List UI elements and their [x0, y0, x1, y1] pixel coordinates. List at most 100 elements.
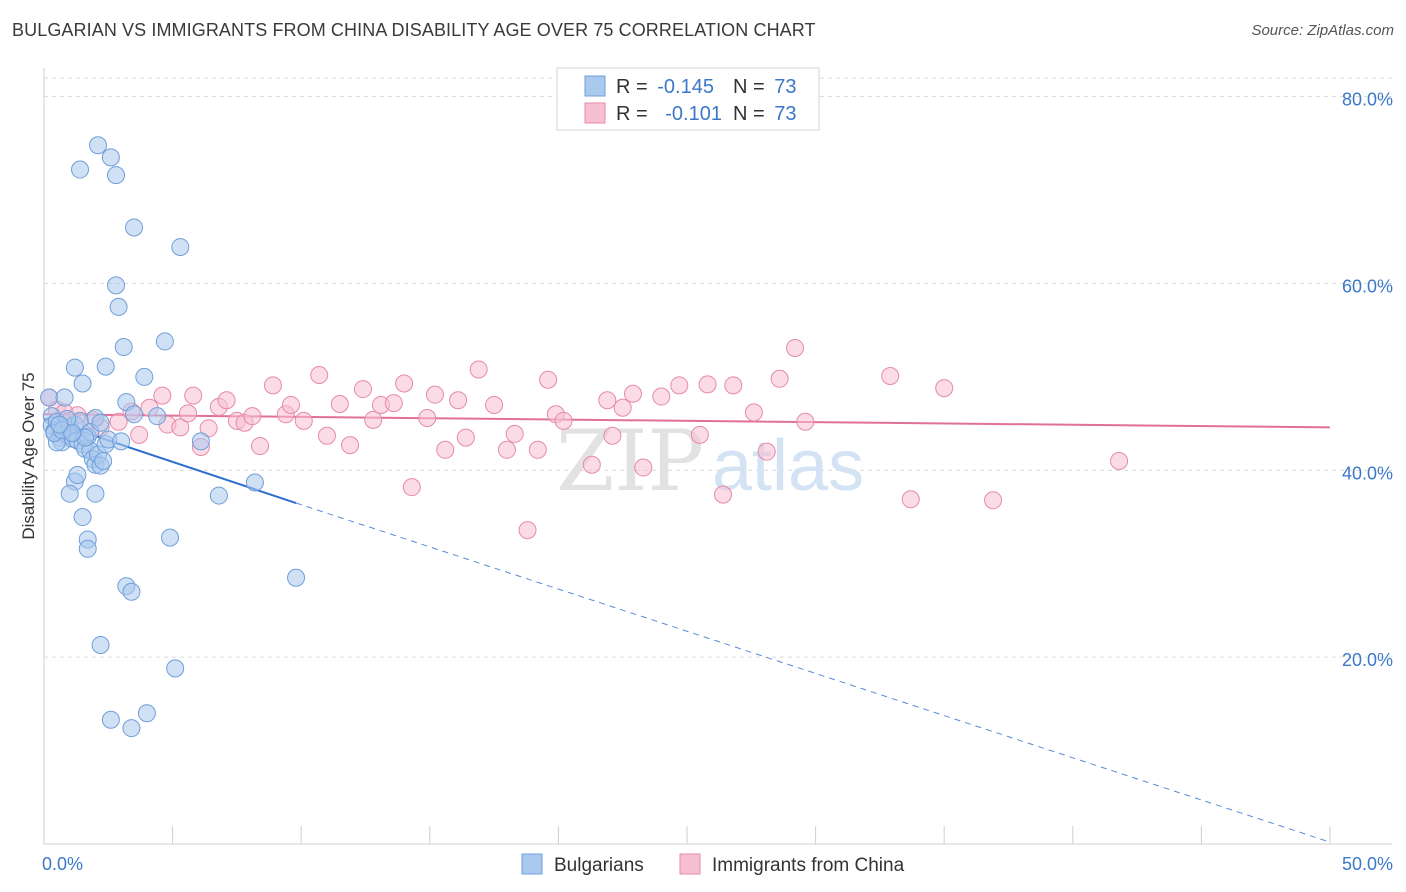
- point-china-19: [217, 391, 236, 410]
- legend-swatch-china: [584, 102, 606, 124]
- point-china-42: [456, 428, 475, 447]
- point-bulgarian-31: [155, 332, 174, 351]
- point-china-15: [184, 386, 203, 405]
- point-bulgarian-38: [109, 297, 128, 316]
- point-bulgarian-30: [135, 367, 154, 386]
- watermark: ZIP atlas: [556, 412, 864, 510]
- point-bulgarian-37: [112, 432, 131, 451]
- point-china-54: [603, 426, 622, 445]
- point-china-48: [528, 440, 547, 459]
- point-bulgarian-28: [96, 357, 115, 376]
- point-china-36: [395, 374, 414, 393]
- point-bulgarian-45: [107, 166, 126, 185]
- point-china-37: [402, 478, 421, 497]
- point-bulgarian-40: [125, 218, 144, 237]
- point-china-67: [786, 338, 805, 357]
- point-bulgarian-49: [86, 484, 105, 503]
- point-china-13: [171, 418, 190, 437]
- point-china-24: [263, 376, 282, 395]
- x-tick-label-right: 50.0%: [1342, 854, 1393, 874]
- point-china-29: [317, 426, 336, 445]
- point-china-65: [757, 442, 776, 461]
- point-bulgarian-47: [68, 466, 87, 485]
- svg-text:N = 73: N = 73: [733, 103, 797, 125]
- legend-n-value-0: 73: [774, 76, 796, 98]
- point-china-11: [153, 386, 172, 405]
- point-china-69: [881, 366, 900, 385]
- point-china-70: [901, 490, 920, 509]
- point-china-59: [670, 376, 689, 395]
- point-china-58: [652, 387, 671, 406]
- bottom-legend-swatch-bulgarians: [521, 853, 543, 875]
- point-bulgarian-33: [125, 405, 144, 424]
- bottom-legend-china: Immigrants from China: [712, 855, 905, 876]
- point-china-22: [243, 407, 262, 426]
- point-bulgarian-0: [40, 388, 59, 407]
- legend-r-value-1: -0.101: [665, 103, 722, 125]
- chart-title: BULGARIAN VS IMMIGRANTS FROM CHINA DISAB…: [12, 20, 816, 40]
- point-bulgarian-64: [191, 432, 210, 451]
- point-china-31: [341, 436, 360, 455]
- point-bulgarian-54: [122, 582, 141, 601]
- point-bulgarian-52: [78, 539, 97, 558]
- point-bulgarian-43: [89, 136, 108, 155]
- legend-bottom: Bulgarians Immigrants from China: [521, 853, 905, 876]
- legend-n-label-0: N =: [733, 76, 770, 98]
- y-tick-label-0: 20.0%: [1342, 650, 1393, 670]
- point-bulgarian-42: [71, 160, 90, 179]
- gridlines: [44, 77, 1392, 658]
- point-bulgarian-70: [91, 413, 110, 432]
- y-tick-label-2: 60.0%: [1342, 277, 1393, 297]
- data-points: [40, 136, 1129, 738]
- point-china-52: [582, 455, 601, 474]
- point-china-49: [539, 370, 558, 389]
- point-bulgarian-58: [122, 719, 141, 738]
- bottom-legend-swatch-china: [679, 853, 701, 875]
- legend-top: R = -0.145 N = 73 R = -0.101 N = 73: [556, 67, 820, 131]
- point-china-64: [744, 403, 763, 422]
- point-bulgarian-34: [148, 407, 167, 426]
- point-bulgarian-63: [287, 568, 306, 587]
- point-china-56: [623, 384, 642, 403]
- legend-n-label-1: N =: [733, 103, 770, 125]
- point-china-55: [613, 398, 632, 417]
- point-china-46: [505, 424, 524, 443]
- point-china-39: [425, 385, 444, 404]
- svg-text:N = 73: N = 73: [733, 76, 797, 98]
- point-bulgarian-26: [65, 358, 84, 377]
- point-bulgarian-62: [245, 473, 264, 492]
- point-bulgarian-39: [107, 276, 126, 295]
- point-bulgarian-50: [73, 508, 92, 527]
- point-china-33: [364, 410, 383, 429]
- point-china-66: [770, 369, 789, 388]
- watermark-zip: ZIP: [556, 412, 704, 510]
- x-tick-labels: 0.0% 50.0%: [42, 854, 1393, 874]
- point-china-45: [497, 440, 516, 459]
- point-china-27: [294, 411, 313, 430]
- point-china-72: [984, 491, 1003, 510]
- point-china-44: [485, 395, 504, 414]
- bottom-legend-bulgarians: Bulgarians: [554, 855, 644, 876]
- legend-r-label-0: R =: [616, 76, 653, 98]
- point-bulgarian-25: [55, 388, 74, 407]
- point-bulgarian-27: [73, 374, 92, 393]
- point-bulgarian-48: [60, 484, 79, 503]
- point-china-23: [251, 437, 270, 456]
- point-bulgarian-57: [101, 710, 120, 729]
- point-china-38: [418, 409, 437, 428]
- point-china-43: [469, 360, 488, 379]
- trend-line-bulgarians-extrapolated: [295, 502, 1331, 843]
- legend-r-label-1: R =: [616, 103, 653, 125]
- point-china-30: [330, 395, 349, 414]
- legend-n-value-1: 73: [774, 103, 796, 125]
- watermark-atlas: atlas: [712, 426, 864, 506]
- point-bulgarian-71: [63, 423, 82, 442]
- legend-swatch-bulgarians: [584, 75, 606, 97]
- point-china-35: [384, 394, 403, 413]
- point-bulgarian-22: [94, 452, 113, 470]
- point-china-40: [436, 440, 455, 459]
- point-china-9: [130, 425, 149, 444]
- point-bulgarian-56: [166, 659, 185, 678]
- point-bulgarian-41: [171, 238, 190, 257]
